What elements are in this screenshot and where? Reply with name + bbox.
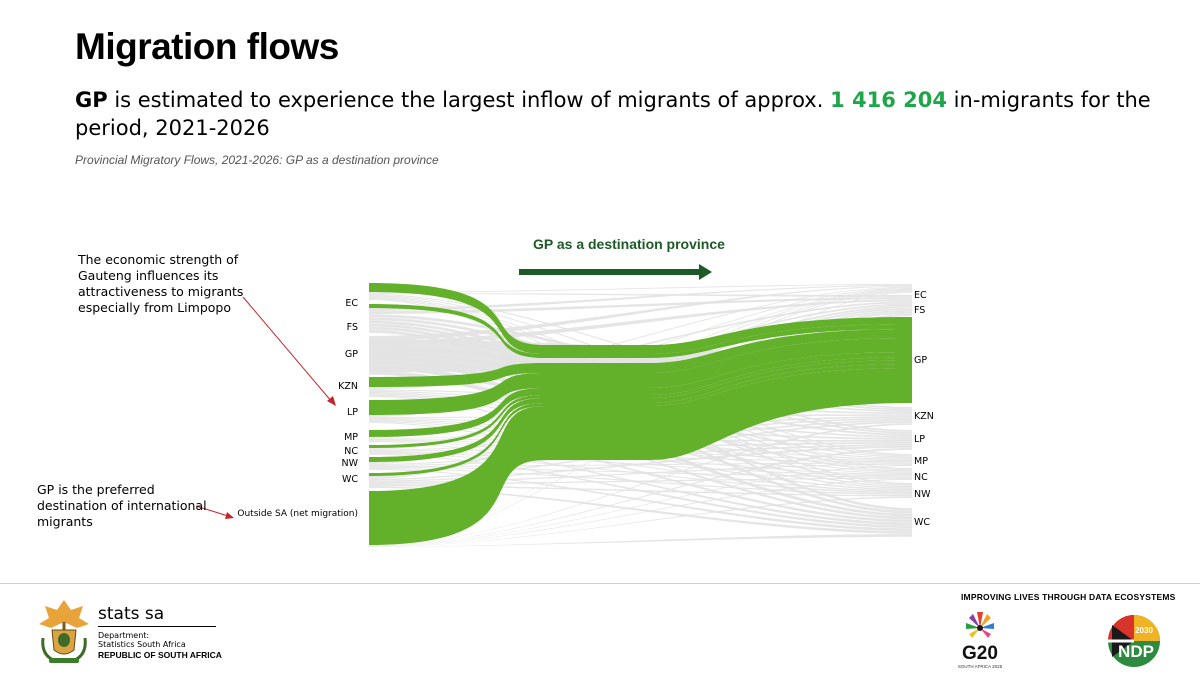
- source-label-outside-sa: Outside SA (net migration): [237, 509, 358, 519]
- ndp-text: NDP: [1118, 642, 1154, 661]
- headline-text-1: is estimated to experience the largest i…: [107, 88, 831, 112]
- g20-subtext: SOUTH AFRICA 2025: [958, 664, 1003, 669]
- footer-tagline: IMPROVING LIVES THROUGH DATA ECOSYSTEMS: [961, 592, 1176, 602]
- headline-text-2: in-migrants for the period, 2021-2026: [75, 88, 1151, 140]
- flow-nw-to-wc: [369, 469, 912, 531]
- g20-text: G20: [962, 643, 998, 664]
- flow-wc-to-nw: [369, 485, 912, 497]
- gp-destination-node: [895, 317, 912, 403]
- flow-gp-to-fs: [369, 299, 912, 346]
- source-label-kzn: KZN: [338, 381, 358, 392]
- department-line-2: Statistics South Africa: [98, 640, 186, 649]
- source-label-nc: NC: [344, 446, 358, 457]
- flow-kzn-to-ec: [369, 286, 912, 389]
- flow-outside-sa-to-nw: [369, 496, 912, 547]
- gp-inflow-flows: [369, 283, 912, 545]
- destination-label-nw: NW: [914, 489, 931, 500]
- source-label-nw: NW: [341, 458, 359, 469]
- ndp-logo: 2030 NDP: [1108, 615, 1160, 667]
- annotation-arrow-limpopo: [242, 296, 333, 403]
- flow-fs-to-gp: [369, 304, 912, 358]
- page-title: Migration flows: [75, 26, 339, 67]
- annotation-arrow-international: [195, 505, 229, 517]
- flow-fs-to-ec: [369, 284, 912, 311]
- ndp-year: 2030: [1135, 626, 1153, 635]
- g20-logo: G20 SOUTH AFRICA 2025: [958, 612, 1003, 669]
- headline: GP is estimated to experience the larges…: [75, 86, 1185, 142]
- source-label-mp: MP: [344, 432, 358, 443]
- annotation-arrowhead-international: [225, 512, 234, 519]
- flow-mp-to-wc: [369, 441, 912, 526]
- flow-ec-to-ec: [369, 284, 912, 293]
- direction-arrow-icon: [519, 264, 712, 280]
- flow-outside-sa-to-gp: [369, 368, 912, 545]
- source-label-lp: LP: [346, 407, 358, 418]
- flow-wc-to-lp: [369, 446, 912, 482]
- destination-label-gp: GP: [914, 355, 928, 366]
- stats-sa-brand: stats sa Department: Statistics South Af…: [98, 604, 222, 660]
- destination-label-mp: MP: [914, 456, 928, 467]
- flow-gp-to-ec: [369, 285, 912, 341]
- destination-label-ec: EC: [914, 290, 927, 301]
- destination-label-lp: LP: [914, 434, 926, 445]
- source-label-gp: GP: [344, 349, 358, 360]
- footer-divider: [0, 583, 1200, 584]
- flow-lp-to-fs: [369, 303, 912, 417]
- destination-label-nc: NC: [914, 472, 928, 483]
- flow-lp-to-gp: [369, 338, 912, 415]
- flow-outside-sa-to-nc: [369, 478, 912, 547]
- flow-fs-to-fs: [369, 297, 912, 314]
- source-label-ec: EC: [345, 298, 358, 309]
- destination-label-wc: WC: [914, 517, 931, 528]
- sankey-diagram: [195, 283, 912, 547]
- source-label-fs: FS: [346, 322, 358, 333]
- destination-label-kzn: KZN: [914, 411, 934, 422]
- department-line-1: Department:: [98, 631, 150, 640]
- flow-kzn-to-gp: [369, 329, 912, 387]
- flow-mp-to-nw: [369, 440, 912, 492]
- annotation-international: GP is the preferred destination of inter…: [37, 482, 207, 529]
- flow-ec-to-fs: [369, 293, 912, 297]
- flow-direction-heading: GP as a destination province: [533, 236, 725, 252]
- headline-gp: GP: [75, 88, 108, 112]
- republic-label: REPUBLIC OF SOUTH AFRICA: [98, 650, 222, 660]
- annotation-limpopo: The economic strength of Gauteng influen…: [78, 252, 244, 315]
- flow-mp-to-gp: [369, 352, 912, 437]
- annotation-arrowhead-limpopo: [327, 396, 336, 406]
- brand-name: stats sa: [98, 604, 216, 627]
- flow-outside-sa-to-lp: [369, 448, 912, 546]
- coat-of-arms-logo: [39, 600, 89, 663]
- headline-number: 1 416 204: [830, 88, 947, 112]
- flow-outside-sa-to-kzn: [369, 423, 912, 546]
- chart-subtitle: Provincial Migratory Flows, 2021-2026: G…: [75, 153, 439, 167]
- flow-wc-to-nc: [369, 477, 912, 485]
- flow-nw-to-nc: [369, 467, 912, 478]
- flow-ec-to-gp: [369, 283, 912, 354]
- destination-label-fs: FS: [914, 305, 926, 316]
- flow-outside-sa-to-wc: [369, 534, 912, 547]
- source-label-wc: WC: [341, 474, 358, 485]
- flow-outside-sa-to-mp: [369, 464, 912, 547]
- flow-wc-to-mp: [369, 463, 912, 484]
- flow-wc-to-wc: [369, 486, 912, 534]
